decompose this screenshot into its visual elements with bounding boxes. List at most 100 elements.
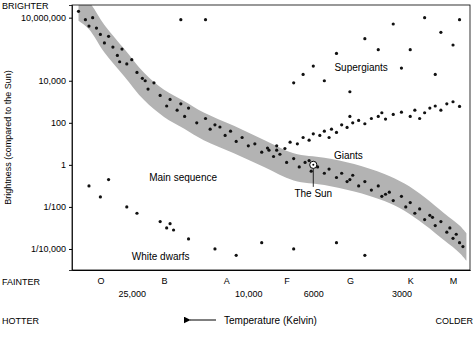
star-point xyxy=(384,117,387,120)
star-point xyxy=(428,107,431,110)
star-point xyxy=(187,237,190,240)
star-point xyxy=(292,247,295,250)
star-point xyxy=(400,66,403,69)
y-axis-tick: 100 xyxy=(51,118,72,128)
star-point xyxy=(275,144,278,147)
star-point xyxy=(91,16,94,19)
main-sequence-band xyxy=(79,5,467,261)
star-point xyxy=(187,107,190,110)
class-axis: OBAFGKM xyxy=(73,270,471,286)
star-point xyxy=(285,161,288,164)
y-axis-tick-mark xyxy=(69,165,72,166)
star-point xyxy=(451,100,454,103)
star-point xyxy=(323,79,326,82)
star-point xyxy=(458,241,461,244)
star-point xyxy=(179,102,182,105)
star-point xyxy=(363,180,366,183)
star-point xyxy=(323,172,326,175)
star-point xyxy=(120,47,123,50)
star-point xyxy=(87,24,90,27)
class-axis-tick: A xyxy=(224,270,230,286)
star-point xyxy=(327,167,330,170)
stars xyxy=(77,10,465,257)
star-point xyxy=(235,254,238,257)
star-point xyxy=(345,180,348,183)
star-point xyxy=(168,98,171,101)
sun-label: The Sun xyxy=(294,188,332,199)
star-point xyxy=(302,73,305,76)
star-point xyxy=(310,170,313,173)
star-point xyxy=(87,184,90,187)
star-point xyxy=(209,128,212,131)
temperature-arrow xyxy=(190,320,216,321)
star-point xyxy=(95,26,98,29)
star-point xyxy=(380,195,383,198)
star-point xyxy=(428,214,431,217)
star-point xyxy=(340,123,343,126)
star-point xyxy=(229,130,232,133)
x-axis-line xyxy=(73,270,471,271)
star-point xyxy=(377,184,380,187)
star-point xyxy=(296,142,299,145)
star-point xyxy=(107,35,110,38)
star-point xyxy=(312,64,315,67)
x-axis-tick-label: 25,000 xyxy=(119,289,147,299)
x-axis: 25,00010,00060003000 xyxy=(73,270,471,299)
y-axis-tick-label: 100 xyxy=(51,118,66,128)
class-axis-tick: O xyxy=(97,270,104,286)
star-point xyxy=(103,41,106,44)
star-point xyxy=(278,153,281,156)
x-axis-tick: 10,000 xyxy=(235,270,263,299)
star-point xyxy=(423,16,426,19)
y-axis-tick: 10,000 xyxy=(38,76,72,86)
star-point xyxy=(195,121,198,124)
x-axis-tick: 25,000 xyxy=(119,270,147,299)
plot-area xyxy=(77,5,466,261)
star-point xyxy=(172,228,175,231)
class-axis-tick-label: K xyxy=(408,276,414,286)
star-point xyxy=(423,111,426,114)
star-point xyxy=(302,136,305,139)
y-axis-tick-mark xyxy=(69,207,72,208)
star-point xyxy=(118,60,121,63)
star-point xyxy=(141,77,144,80)
star-point xyxy=(275,149,278,152)
class-axis-line xyxy=(73,270,471,271)
y-axis-tick: 1/100 xyxy=(43,202,72,212)
star-point xyxy=(303,161,306,164)
star-point xyxy=(363,37,366,40)
star-point xyxy=(370,189,373,192)
star-point xyxy=(363,254,366,257)
class-axis-tick-label: F xyxy=(284,276,290,286)
star-point xyxy=(445,231,448,234)
star-point xyxy=(165,104,168,107)
star-point xyxy=(179,18,182,21)
star-point xyxy=(77,10,80,13)
y-axis: 10,000,00010,00010011/1001/10,000 xyxy=(21,6,73,271)
star-point xyxy=(458,105,461,108)
plot-frame xyxy=(72,5,470,270)
star-point xyxy=(327,136,330,139)
star-point xyxy=(434,224,437,227)
star-point xyxy=(99,33,102,36)
star-point xyxy=(204,117,207,120)
star-point xyxy=(159,220,162,223)
star-point xyxy=(377,48,380,51)
region-label: White dwarfs xyxy=(132,251,190,262)
star-point xyxy=(204,18,207,21)
star-point xyxy=(357,119,360,122)
star-point xyxy=(107,178,110,181)
class-axis-tick-label: A xyxy=(224,276,230,286)
star-point xyxy=(260,151,263,154)
y-end-label: FAINTER xyxy=(2,277,41,287)
star-point xyxy=(253,142,256,145)
star-point xyxy=(400,195,403,198)
y-axis-tick-mark xyxy=(69,123,72,124)
star-point xyxy=(272,155,275,158)
x-axis-tick: 6000 xyxy=(304,270,324,299)
star-point xyxy=(99,195,102,198)
class-axis-tick-label: G xyxy=(347,276,354,286)
star-point xyxy=(241,136,244,139)
star-point xyxy=(159,94,162,97)
star-point xyxy=(351,174,354,177)
